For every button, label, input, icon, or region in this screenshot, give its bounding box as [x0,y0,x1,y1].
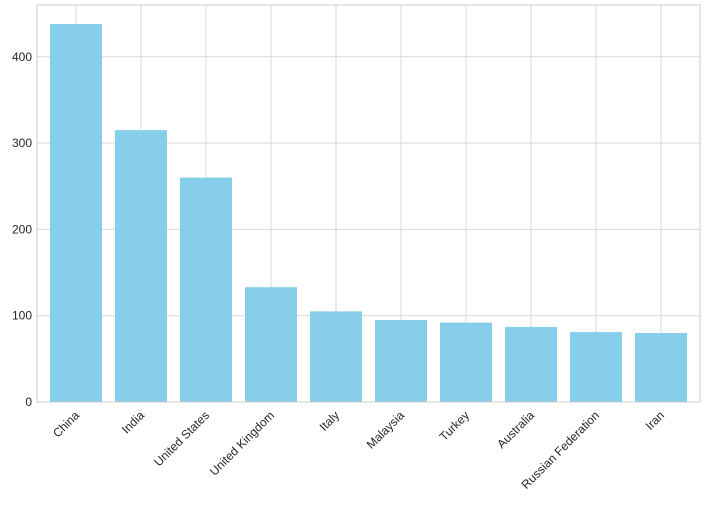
y-tick-label: 400 [12,50,32,64]
bar-china [50,23,102,402]
bar-india [115,130,167,403]
x-tick-label: Malaysia [364,408,408,452]
bar-united-states [180,177,232,402]
y-tick-label: 200 [12,222,32,236]
bar-turkey [440,322,492,402]
x-tick-label: United Kingdom [207,408,277,478]
x-tick-label: Iran [643,408,668,433]
y-tick-label: 300 [12,136,32,150]
bar-malaysia [375,320,427,402]
y-axis-ticks: 0 100 200 300 400 [12,50,32,409]
x-tick-label: Italy [317,408,342,433]
bar-italy [310,311,362,402]
x-tick-label: Turkey [437,408,473,444]
y-tick-label: 0 [25,395,32,409]
bar-australia [505,326,557,402]
bar-iran [635,332,687,402]
x-tick-label: United States [151,408,212,469]
x-tick-label: India [119,408,148,437]
x-tick-label: Australia [494,408,537,451]
x-tick-label: China [50,408,82,440]
bar-russian-federation [570,332,622,402]
bars [50,23,687,403]
y-tick-label: 100 [12,309,32,323]
bar-united-kingdom [245,287,297,402]
plot-frame [36,4,701,403]
